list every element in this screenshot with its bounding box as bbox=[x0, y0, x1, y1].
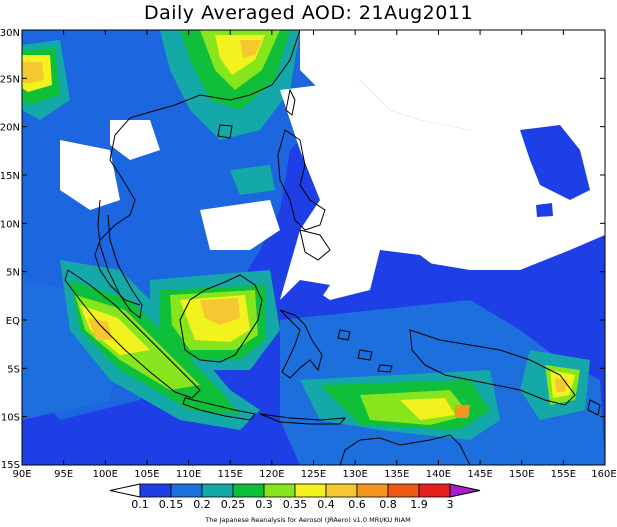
legend-swatch bbox=[263, 483, 296, 498]
lat-tick-label: 10S bbox=[1, 413, 20, 424]
legend-value-label: 0.6 bbox=[348, 498, 366, 511]
coastlines bbox=[64, 30, 601, 465]
lat-tick-label: 15S bbox=[1, 460, 20, 471]
map-title: Daily Averaged AOD: 21Aug2011 bbox=[143, 2, 474, 24]
lat-tick-label: 25N bbox=[0, 74, 20, 85]
lon-tick-label: 105E bbox=[134, 469, 159, 480]
legend-under-arrow bbox=[109, 483, 141, 498]
lat-tick-label: 20N bbox=[0, 123, 20, 134]
lon-tick-label: 145E bbox=[467, 469, 492, 480]
lon-tick-label: 110E bbox=[176, 469, 201, 480]
legend-value-label: 0.8 bbox=[379, 498, 397, 511]
legend-swatch bbox=[418, 483, 451, 498]
credit-text: The Japanese Reanalysis for Aerosol (JRA… bbox=[204, 516, 410, 524]
aod-field bbox=[22, 30, 605, 465]
lat-tick-label: 5S bbox=[7, 364, 20, 375]
legend-swatch bbox=[294, 483, 327, 498]
legend-value-label: 0.25 bbox=[221, 498, 246, 511]
lon-tick-label: 135E bbox=[384, 469, 409, 480]
lat-tick-label: 10N bbox=[0, 219, 20, 230]
legend-value-label: 0.4 bbox=[317, 498, 335, 511]
lon-tick-label: 155E bbox=[551, 469, 576, 480]
legend-swatch bbox=[387, 483, 420, 498]
lon-tick-label: 125E bbox=[301, 469, 326, 480]
lat-tick-label: 30N bbox=[0, 28, 20, 39]
lat-tick-label: EQ bbox=[6, 316, 20, 327]
lon-tick-label: 115E bbox=[218, 469, 243, 480]
legend-swatch bbox=[325, 483, 358, 498]
legend-value-label: 3 bbox=[447, 498, 454, 511]
legend-value-label: 0.15 bbox=[159, 498, 184, 511]
longitude-axis: 90E 95E 100E 105E 110E 115E 120E 125E 130E 135E 14… bbox=[12, 30, 617, 480]
lon-tick-label: 130E bbox=[342, 469, 367, 480]
latitude-axis: 30N 25N 20N 15N 10N 5N EQ 5S 10S 15S bbox=[0, 28, 605, 471]
lon-tick-label: 120E bbox=[259, 469, 284, 480]
legend-swatch bbox=[356, 483, 389, 498]
legend-value-label: 0.35 bbox=[283, 498, 308, 511]
lon-tick-label: 150E bbox=[509, 469, 534, 480]
legend-over-arrow bbox=[449, 483, 481, 498]
lon-tick-label: 95E bbox=[54, 469, 73, 480]
lat-tick-label: 5N bbox=[6, 268, 20, 279]
lon-tick-label: 160E bbox=[591, 469, 616, 480]
legend-value-label: 0.3 bbox=[255, 498, 273, 511]
lon-tick-label: 90E bbox=[12, 469, 31, 480]
legend-swatch bbox=[201, 483, 234, 498]
legend-swatch bbox=[232, 483, 265, 498]
legend-value-label: 0.2 bbox=[193, 498, 211, 511]
color-legend: 0.1 0.15 0.2 0.25 0.3 0.35 0.4 0.6 0.8 1.9 3 bbox=[109, 483, 481, 511]
legend-swatch bbox=[139, 483, 172, 498]
lon-tick-label: 140E bbox=[426, 469, 451, 480]
legend-value-label: 0.1 bbox=[131, 498, 149, 511]
legend-swatch bbox=[170, 483, 203, 498]
lat-tick-label: 15N bbox=[0, 171, 20, 182]
lon-tick-label: 100E bbox=[93, 469, 118, 480]
legend-value-label: 1.9 bbox=[410, 498, 428, 511]
